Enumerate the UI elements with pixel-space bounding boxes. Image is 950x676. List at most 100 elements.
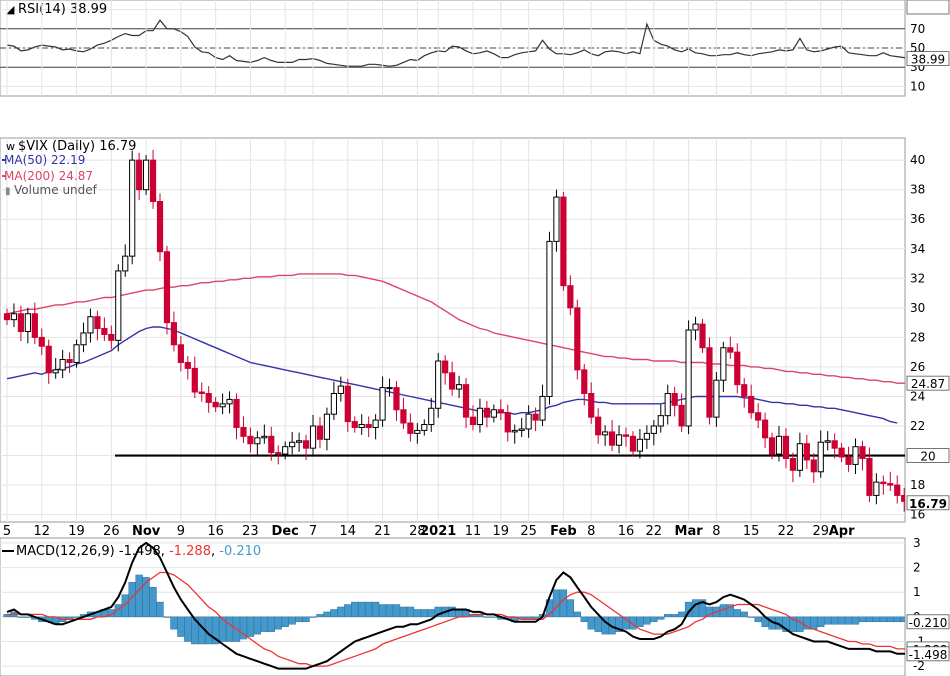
candle	[344, 378, 351, 432]
candle	[657, 404, 664, 433]
candle	[3, 308, 11, 325]
price-y-tick: 16	[910, 508, 925, 522]
candle	[407, 413, 414, 442]
histogram-bar	[580, 616, 588, 623]
candle	[622, 427, 630, 447]
histogram-bar	[281, 616, 289, 627]
candle	[873, 473, 880, 505]
price-legend-icon: w	[6, 140, 15, 153]
candle	[449, 361, 456, 396]
date-tick: 8	[712, 524, 720, 539]
candle	[365, 416, 372, 438]
candle	[831, 433, 838, 459]
candle	[887, 471, 894, 491]
candle	[282, 441, 289, 460]
candle	[588, 382, 595, 424]
candle	[219, 393, 226, 415]
candle	[755, 403, 762, 429]
histogram-bar	[149, 587, 157, 618]
candle	[761, 412, 769, 449]
svg-text:-0.210: -0.210	[909, 616, 948, 630]
candle	[129, 150, 136, 265]
histogram-bar	[163, 616, 171, 618]
candle	[748, 384, 755, 419]
histogram-bar	[587, 616, 595, 630]
svg-text:-1.498: -1.498	[909, 648, 948, 662]
histogram-bar	[406, 606, 415, 618]
ma200-line	[6, 273, 905, 384]
histogram-bar	[267, 616, 275, 632]
candle	[323, 407, 331, 451]
date-tick: Dec	[272, 524, 299, 539]
histogram-bar	[747, 616, 755, 618]
candle	[664, 384, 671, 425]
histogram-bar	[893, 616, 901, 623]
macd-legend-label: MACD(12,26,9)	[16, 544, 115, 559]
histogram-bar	[900, 616, 905, 623]
ma50-last-value: 22.19	[906, 0, 950, 15]
histogram-bar	[851, 616, 860, 625]
histogram-bar	[740, 611, 748, 618]
histogram-bar	[886, 616, 894, 623]
candle	[233, 393, 240, 440]
date-tick: 11	[465, 524, 482, 539]
histogram-bar	[385, 604, 394, 618]
candle	[546, 231, 553, 405]
histogram-bar	[225, 616, 234, 642]
histogram-bar	[365, 601, 373, 618]
rsi-legend-value: 38.99	[70, 2, 107, 17]
candle	[393, 380, 400, 421]
histogram-bar	[594, 616, 602, 632]
candle	[880, 475, 887, 495]
date-tick: 5	[3, 524, 11, 539]
histogram-bar	[72, 616, 81, 618]
date-tick: 2021	[420, 524, 456, 539]
histogram-bar	[420, 609, 428, 618]
histogram-bar	[427, 609, 435, 618]
candle	[650, 420, 657, 446]
candle	[191, 356, 198, 398]
date-tick: Feb	[550, 524, 576, 539]
price-y-tick: 38	[910, 183, 925, 197]
histogram-bar	[351, 601, 359, 618]
price-last-value-labels: 24.87 22.19 20 16.79	[906, 0, 950, 511]
candle	[560, 191, 567, 291]
candle	[351, 416, 358, 433]
candle	[17, 305, 25, 342]
histogram-bar	[837, 616, 846, 625]
histogram-bar	[337, 606, 345, 618]
histogram-bar	[371, 601, 380, 618]
date-tick: 9	[177, 524, 185, 539]
candle	[810, 453, 817, 483]
candle	[372, 414, 379, 440]
volume-legend-icon: ▮	[5, 186, 11, 197]
ma200-last-value: 24.87	[906, 375, 950, 391]
price-y-tick: 18	[910, 478, 925, 492]
candle	[149, 149, 157, 209]
macd-legend-hist: -0.210	[219, 544, 261, 559]
candle	[247, 427, 254, 453]
price-legend-last: 16.79	[99, 139, 136, 154]
histogram-bar	[448, 606, 456, 618]
candle	[636, 428, 644, 459]
candle	[73, 339, 80, 368]
candle	[198, 382, 205, 402]
candle	[685, 320, 692, 435]
candle	[101, 317, 108, 342]
candle	[414, 423, 421, 444]
candle	[212, 397, 219, 412]
candle	[226, 391, 233, 414]
date-tick: 14	[340, 524, 357, 539]
histogram-bar	[288, 616, 296, 625]
candle	[254, 431, 261, 455]
candle	[177, 335, 184, 372]
candle	[184, 355, 191, 380]
histogram-bar	[650, 616, 658, 623]
macd-legend: MACD(12,26,9) -1.498, -1.288, -0.210	[2, 544, 261, 559]
price-plot-area	[0, 137, 906, 523]
macd-last-value-labels: -0.210-1.288-1.498	[906, 614, 950, 662]
date-tick: 16	[618, 524, 635, 539]
macd-y-tick: 2	[913, 561, 921, 575]
